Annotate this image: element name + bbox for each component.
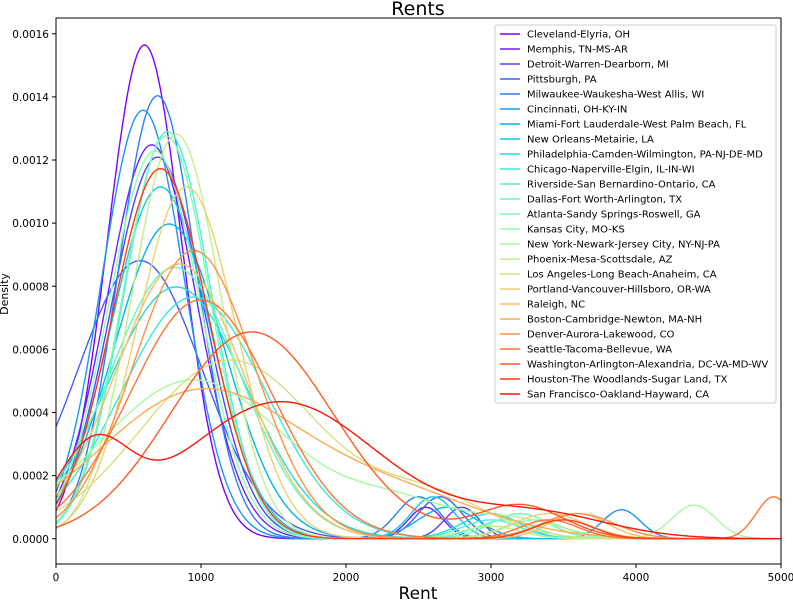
x-axis: 0 1000 2000 3000 4000 5000 xyxy=(53,564,793,584)
legend-label: Seattle-Tacoma-Bellevue, WA xyxy=(527,345,672,356)
legend-label: Detroit-Warren-Dearborn, MI xyxy=(527,60,669,71)
x-tick-label: 4000 xyxy=(623,572,650,584)
series-line-24 xyxy=(55,401,781,540)
y-tick-label: 0.0010 xyxy=(12,218,49,230)
legend-label: Chicago-Naperville-Elgin, IL-IN-WI xyxy=(527,165,695,176)
legend-label: Memphis, TN-MS-AR xyxy=(527,45,628,56)
x-tick-label: 5000 xyxy=(768,572,793,584)
legend-label: New York-Newark-Jersey City, NY-NJ-PA xyxy=(527,240,720,251)
legend-label: Boston-Cambridge-Newton, MA-NH xyxy=(527,315,702,326)
x-tick-label: 0 xyxy=(53,572,60,584)
x-axis-label: Rent xyxy=(399,584,438,603)
legend-label: Pittsburgh, PA xyxy=(527,75,597,86)
legend-label: Milwaukee-Waukesha-West Allis, WI xyxy=(527,90,704,101)
legend-label: Cleveland-Elyria, OH xyxy=(527,30,630,41)
y-tick-label: 0.0002 xyxy=(12,471,49,483)
legend-label: San Francisco-Oakland-Hayward, CA xyxy=(527,390,709,401)
chart-title: Rents xyxy=(391,0,444,20)
legend-label: Washington-Arlington-Alexandria, DC-VA-M… xyxy=(527,360,768,371)
y-tick-label: 0.0012 xyxy=(12,155,49,167)
x-tick-label: 3000 xyxy=(478,572,505,584)
y-axis-label: Density xyxy=(0,273,11,315)
x-tick-label: 2000 xyxy=(333,572,360,584)
legend: Cleveland-Elyria, OH Memphis, TN-MS-AR Det… xyxy=(494,24,777,404)
legend-label: Philadelphia-Camden-Wilmington, PA-NJ-DE… xyxy=(527,150,763,161)
series-line-23 xyxy=(55,167,781,540)
legend-label: Atlanta-Sandy Springs-Roswell, GA xyxy=(527,210,701,221)
y-tick-label: 0.0004 xyxy=(12,408,49,420)
y-tick-label: 0.0014 xyxy=(12,92,49,104)
legend-label: Portland-Vancouver-Hillsboro, OR-WA xyxy=(527,285,711,296)
legend-box xyxy=(494,24,777,404)
legend-label: Phoenix-Mesa-Scottsdale, AZ xyxy=(527,255,673,266)
legend-label: Miami-Fort Lauderdale-West Palm Beach, F… xyxy=(527,120,747,131)
legend-label: Dallas-Fort Worth-Arlington, TX xyxy=(527,195,682,206)
y-tick-label: 0.0016 xyxy=(12,29,49,41)
y-tick-label: 0.0006 xyxy=(12,344,49,356)
legend-label: Kansas City, MO-KS xyxy=(527,225,625,236)
series-line-19 xyxy=(55,387,781,540)
legend-label: Raleigh, NC xyxy=(527,300,585,311)
legend-label: Cincinnati, OH-KY-IN xyxy=(527,105,627,116)
plot-frame xyxy=(55,17,782,565)
legend-label: Los Angeles-Long Beach-Anaheim, CA xyxy=(527,270,717,281)
legend-label: Riverside-San Bernardino-Ontario, CA xyxy=(527,180,716,191)
x-tick-label: 1000 xyxy=(188,572,215,584)
legend-label: Denver-Aurora-Lakewood, CO xyxy=(527,330,675,341)
legend-label: New Orleans-Metairie, LA xyxy=(527,135,654,146)
legend-label: Houston-The Woodlands-Sugar Land, TX xyxy=(527,375,728,386)
y-tick-label: 0.0008 xyxy=(12,281,49,293)
series-line-14 xyxy=(55,379,781,540)
y-tick-label: 0.0000 xyxy=(12,534,49,546)
plot-lines xyxy=(55,44,782,540)
y-axis: 0.0000 0.0002 0.0004 0.0006 0.0008 0.0010 0.00… xyxy=(12,29,56,546)
